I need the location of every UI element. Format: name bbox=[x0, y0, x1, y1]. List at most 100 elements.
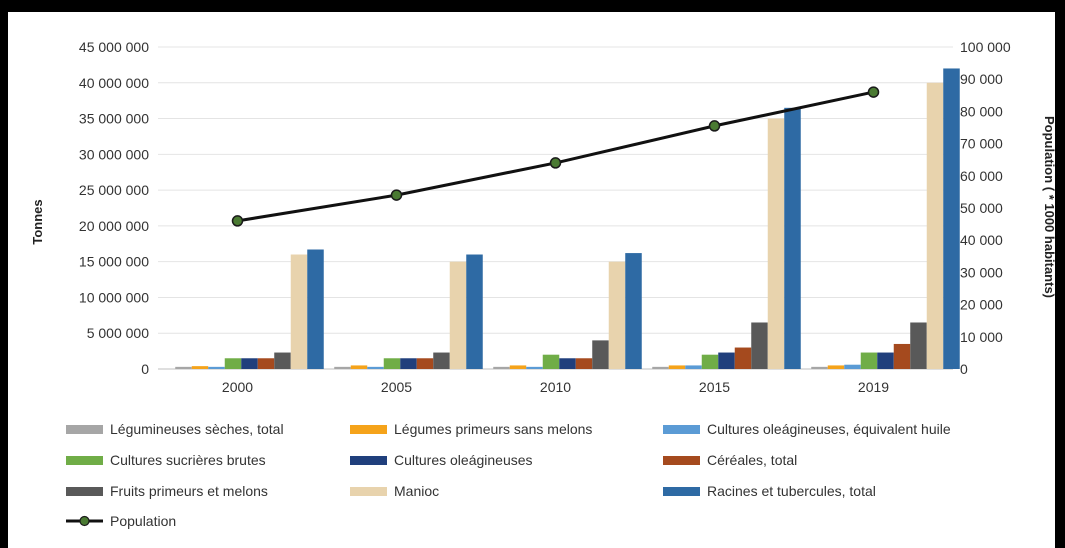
legend-label: Cultures oleágineuses bbox=[394, 452, 533, 468]
legend-label: Manioc bbox=[394, 483, 439, 499]
chart-svg: 0 5 000 000 10 000 000 15 000 000 20 000 000… bbox=[30, 39, 1055, 529]
legend-label: Cultures sucrières brutes bbox=[110, 452, 266, 468]
bar bbox=[767, 118, 785, 369]
bar bbox=[466, 254, 483, 369]
bar bbox=[241, 358, 258, 369]
legend-swatch bbox=[350, 456, 387, 465]
left-axis-ticks: 0 5 000 000 10 000 000 15 000 000 20 000 000… bbox=[79, 39, 149, 377]
legend-swatch bbox=[66, 456, 103, 465]
bar bbox=[400, 358, 417, 369]
bar bbox=[784, 107, 801, 370]
legend-label: Cultures oleágineuses, équivalent huile bbox=[707, 421, 951, 437]
bar bbox=[433, 352, 450, 369]
right-tick-label: 80 000 bbox=[960, 103, 1003, 119]
right-tick-label: 0 bbox=[960, 361, 968, 377]
bar bbox=[334, 366, 351, 369]
bar bbox=[290, 254, 308, 369]
left-tick-label: 15 000 000 bbox=[79, 254, 149, 270]
right-tick-label: 10 000 bbox=[960, 329, 1003, 345]
population-point bbox=[231, 215, 244, 227]
right-tick-label: 20 000 bbox=[960, 297, 1003, 313]
right-tick-label: 90 000 bbox=[960, 71, 1003, 87]
legend-label: Légumineuses sèches, total bbox=[110, 421, 284, 437]
legend-label: Céréales, total bbox=[707, 452, 797, 468]
legend-label: Légumes primeurs sans melons bbox=[394, 421, 592, 437]
legend-swatch bbox=[66, 487, 103, 496]
legend-line-marker bbox=[79, 515, 90, 527]
bar bbox=[608, 261, 626, 369]
bar bbox=[575, 358, 593, 369]
bar bbox=[208, 366, 225, 369]
left-axis-title: Tonnes bbox=[30, 199, 45, 244]
right-tick-label: 30 000 bbox=[960, 264, 1003, 280]
bar bbox=[926, 82, 944, 370]
bar bbox=[191, 366, 209, 369]
bar bbox=[592, 340, 609, 369]
chart-frame: 0 5 000 000 10 000 000 15 000 000 20 000 000… bbox=[8, 12, 1055, 548]
population-point bbox=[549, 157, 562, 169]
legend-label: Racines et tubercules, total bbox=[707, 483, 876, 499]
bar bbox=[307, 249, 324, 369]
legend-swatch bbox=[663, 487, 700, 496]
legend-swatch bbox=[663, 456, 700, 465]
legend-swatch bbox=[350, 425, 387, 434]
bar bbox=[877, 352, 894, 369]
bar bbox=[493, 366, 510, 369]
population-point bbox=[867, 86, 880, 98]
bar bbox=[718, 352, 735, 369]
bar bbox=[274, 352, 291, 369]
x-axis-ticks: 2000 2005 2010 2015 2019 bbox=[222, 379, 889, 395]
legend-label: Population bbox=[110, 513, 176, 529]
right-tick-label: 60 000 bbox=[960, 168, 1003, 184]
right-axis-ticks: 0 10 000 20 000 30 000 40 000 50 000 60 000 70 … bbox=[960, 39, 1011, 377]
bar bbox=[734, 347, 752, 369]
bar bbox=[751, 322, 768, 369]
legend-label: Fruits primeurs et melons bbox=[110, 483, 268, 499]
bar bbox=[175, 366, 192, 369]
left-tick-label: 30 000 000 bbox=[79, 146, 149, 162]
bar bbox=[827, 365, 845, 369]
bar bbox=[350, 365, 368, 369]
population-point bbox=[708, 120, 721, 132]
right-tick-label: 50 000 bbox=[960, 200, 1003, 216]
bar bbox=[943, 68, 960, 369]
legend-swatch bbox=[66, 425, 103, 434]
bar bbox=[416, 358, 434, 369]
bar bbox=[893, 343, 911, 369]
bar bbox=[526, 366, 543, 369]
bar bbox=[509, 365, 527, 369]
left-tick-label: 25 000 000 bbox=[79, 182, 149, 198]
legend: Légumineuses sèches, total Légumes primeu… bbox=[66, 421, 951, 529]
bar bbox=[860, 352, 878, 369]
legend-swatch bbox=[350, 487, 387, 496]
right-tick-label: 70 000 bbox=[960, 136, 1003, 152]
bar bbox=[685, 365, 702, 369]
bar bbox=[449, 261, 467, 369]
bar bbox=[625, 253, 642, 369]
population-line bbox=[231, 86, 880, 227]
right-axis-title: Population ( * 1000 habitants) bbox=[1042, 116, 1055, 298]
bar bbox=[701, 354, 719, 369]
bar bbox=[844, 364, 861, 369]
right-tick-label: 40 000 bbox=[960, 232, 1003, 248]
x-tick-label: 2015 bbox=[699, 379, 730, 395]
bar bbox=[383, 358, 401, 369]
bar bbox=[652, 366, 669, 369]
x-tick-label: 2000 bbox=[222, 379, 253, 395]
gridlines bbox=[158, 46, 953, 370]
left-tick-label: 35 000 000 bbox=[79, 111, 149, 127]
left-tick-label: 10 000 000 bbox=[79, 289, 149, 305]
left-tick-label: 20 000 000 bbox=[79, 218, 149, 234]
bar bbox=[559, 358, 576, 369]
bar bbox=[910, 322, 927, 369]
bar-marks bbox=[175, 68, 960, 370]
left-tick-label: 45 000 000 bbox=[79, 39, 149, 55]
bar bbox=[668, 365, 686, 369]
left-tick-label: 40 000 000 bbox=[79, 75, 149, 91]
bar bbox=[542, 354, 560, 369]
left-tick-label: 5 000 000 bbox=[87, 325, 149, 341]
bar bbox=[257, 358, 275, 369]
right-tick-label: 100 000 bbox=[960, 39, 1011, 55]
left-tick-label: 0 bbox=[141, 361, 149, 377]
x-tick-label: 2019 bbox=[858, 379, 889, 395]
